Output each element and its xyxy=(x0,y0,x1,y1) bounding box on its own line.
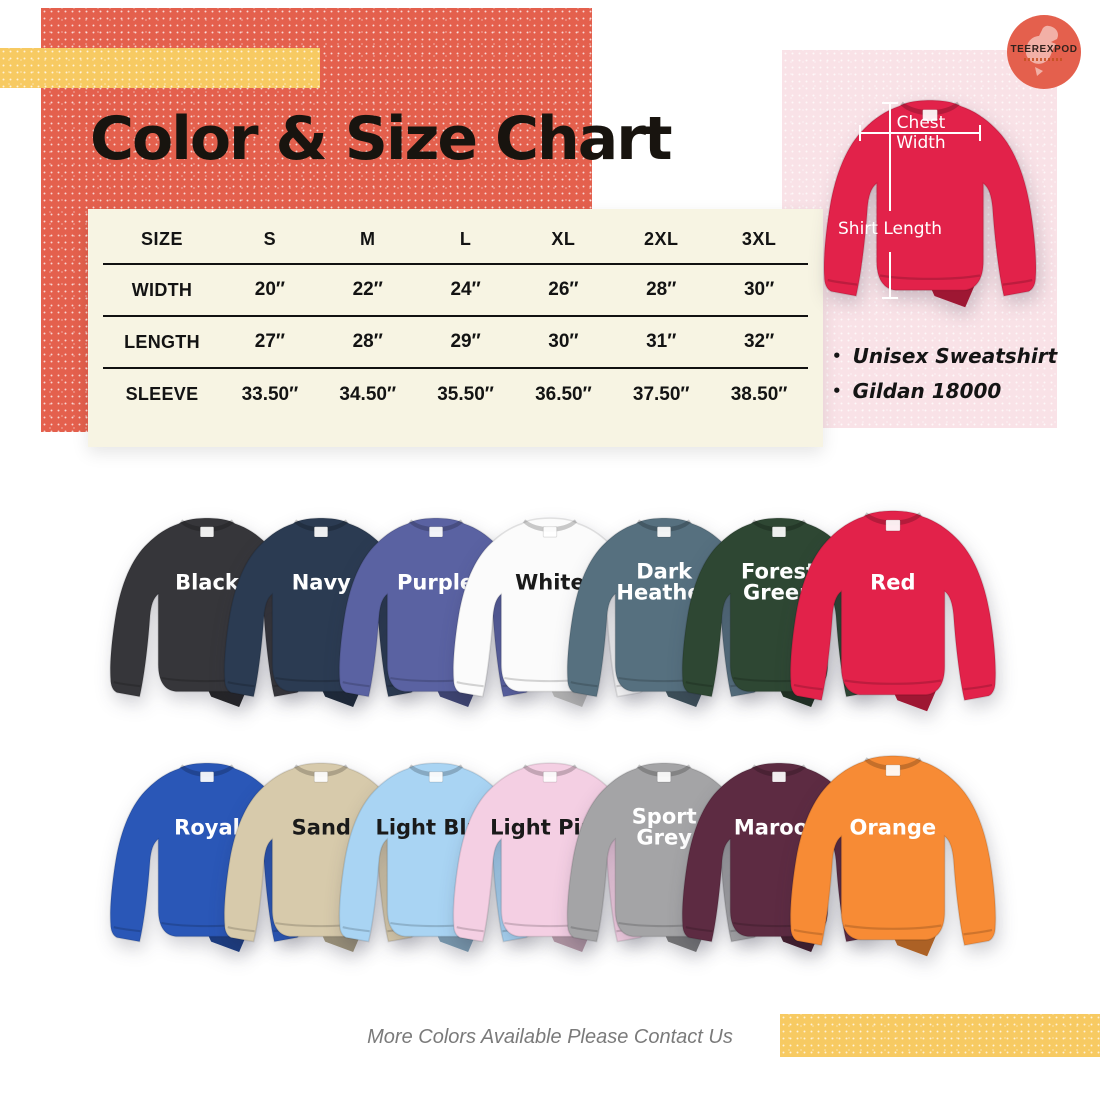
length-line-bottom-cap xyxy=(882,297,898,299)
shirt-length-label: Shirt Length xyxy=(838,218,942,239)
size-chart-cell: 36.50″ xyxy=(535,383,592,405)
size-chart-cell: 33.50″ xyxy=(241,383,299,405)
chest-line-right-cap xyxy=(979,125,981,141)
brand-logo: TEEREXPOD xyxy=(1007,15,1081,89)
size-chart-column-header: 3XL xyxy=(741,229,777,249)
footer-note: More Colors Available Please Contact Us xyxy=(367,1026,733,1048)
size-chart-corner-header: SIZE xyxy=(140,229,183,249)
product-note-text: Gildan 18000 xyxy=(852,379,1002,403)
bullet-icon: • xyxy=(832,382,842,400)
product-note-text: Unisex Sweatshirt xyxy=(852,344,1058,368)
size-chart-cell: 37.50″ xyxy=(632,383,690,405)
product-note: • Gildan 18000 xyxy=(832,379,1057,403)
chest-line-left-cap xyxy=(859,125,861,141)
size-chart-column-header: L xyxy=(459,229,472,249)
product-note: • Unisex Sweatshirt xyxy=(832,344,1057,368)
size-chart-row-label: WIDTH xyxy=(131,279,193,300)
size-chart-cell: 35.50″ xyxy=(437,383,494,405)
sweatshirt-orange xyxy=(772,744,1014,964)
size-chart-cell: 31″ xyxy=(646,331,677,352)
yellow-decoration-bar-bottom xyxy=(780,1014,1100,1057)
size-chart-column-header: 2XL xyxy=(643,229,679,249)
dinosaur-icon xyxy=(1025,25,1059,77)
chest-width-line xyxy=(860,132,981,134)
sweatshirt-red xyxy=(772,499,1014,719)
product-notes: • Unisex Sweatshirt • Gildan 18000 xyxy=(832,344,1057,414)
size-chart-cell: 34.50″ xyxy=(339,383,397,405)
page-title: Color & Size Chart xyxy=(90,104,673,174)
size-chart-cell: 22″ xyxy=(352,279,383,300)
size-chart-cell: 20″ xyxy=(254,279,286,300)
size-chart-table: SIZE S M L XL 2XL 3XL WIDTH 20″ 22″ 24″ 26″ 28″ 30″ L… xyxy=(88,209,823,447)
length-line-top-cap xyxy=(882,102,898,104)
size-chart-cell: 32″ xyxy=(743,331,775,352)
chest-width-label: Chest Width xyxy=(896,112,946,153)
size-chart-cell: 28″ xyxy=(352,331,383,352)
shirt-length-line-lower xyxy=(889,252,891,299)
size-chart-column-header: XL xyxy=(551,229,576,249)
size-chart-cell: 30″ xyxy=(548,331,579,352)
yellow-decoration-bar-top xyxy=(0,48,320,88)
size-chart-cell: 30″ xyxy=(743,279,775,300)
size-chart-cell: 26″ xyxy=(548,279,579,300)
size-chart-row-label: LENGTH xyxy=(124,331,200,352)
size-chart-cell: 28″ xyxy=(646,279,677,300)
brand-logo-tagline xyxy=(1024,57,1064,61)
size-chart-row-label: SLEEVE xyxy=(125,384,199,404)
size-chart-column-header: M xyxy=(359,229,376,249)
size-chart-cell: 38.50″ xyxy=(730,383,788,405)
size-chart-row: WIDTH 20″ 22″ 24″ 26″ 28″ 30″ xyxy=(103,264,808,316)
size-chart-column-header: S xyxy=(263,229,277,249)
size-chart-cell: 27″ xyxy=(254,331,286,352)
size-chart-row: SLEEVE 33.50″ 34.50″ 35.50″ 36.50″ 37.50″ 38.5… xyxy=(103,368,808,420)
brand-logo-text: TEEREXPOD xyxy=(1010,43,1078,55)
shirt-length-line xyxy=(889,103,891,211)
size-chart-cell: 24″ xyxy=(450,279,481,300)
size-chart-cell: 29″ xyxy=(450,331,481,352)
size-chart-row: LENGTH 27″ 28″ 29″ 30″ 31″ 32″ xyxy=(103,316,808,368)
bullet-icon: • xyxy=(832,347,842,365)
